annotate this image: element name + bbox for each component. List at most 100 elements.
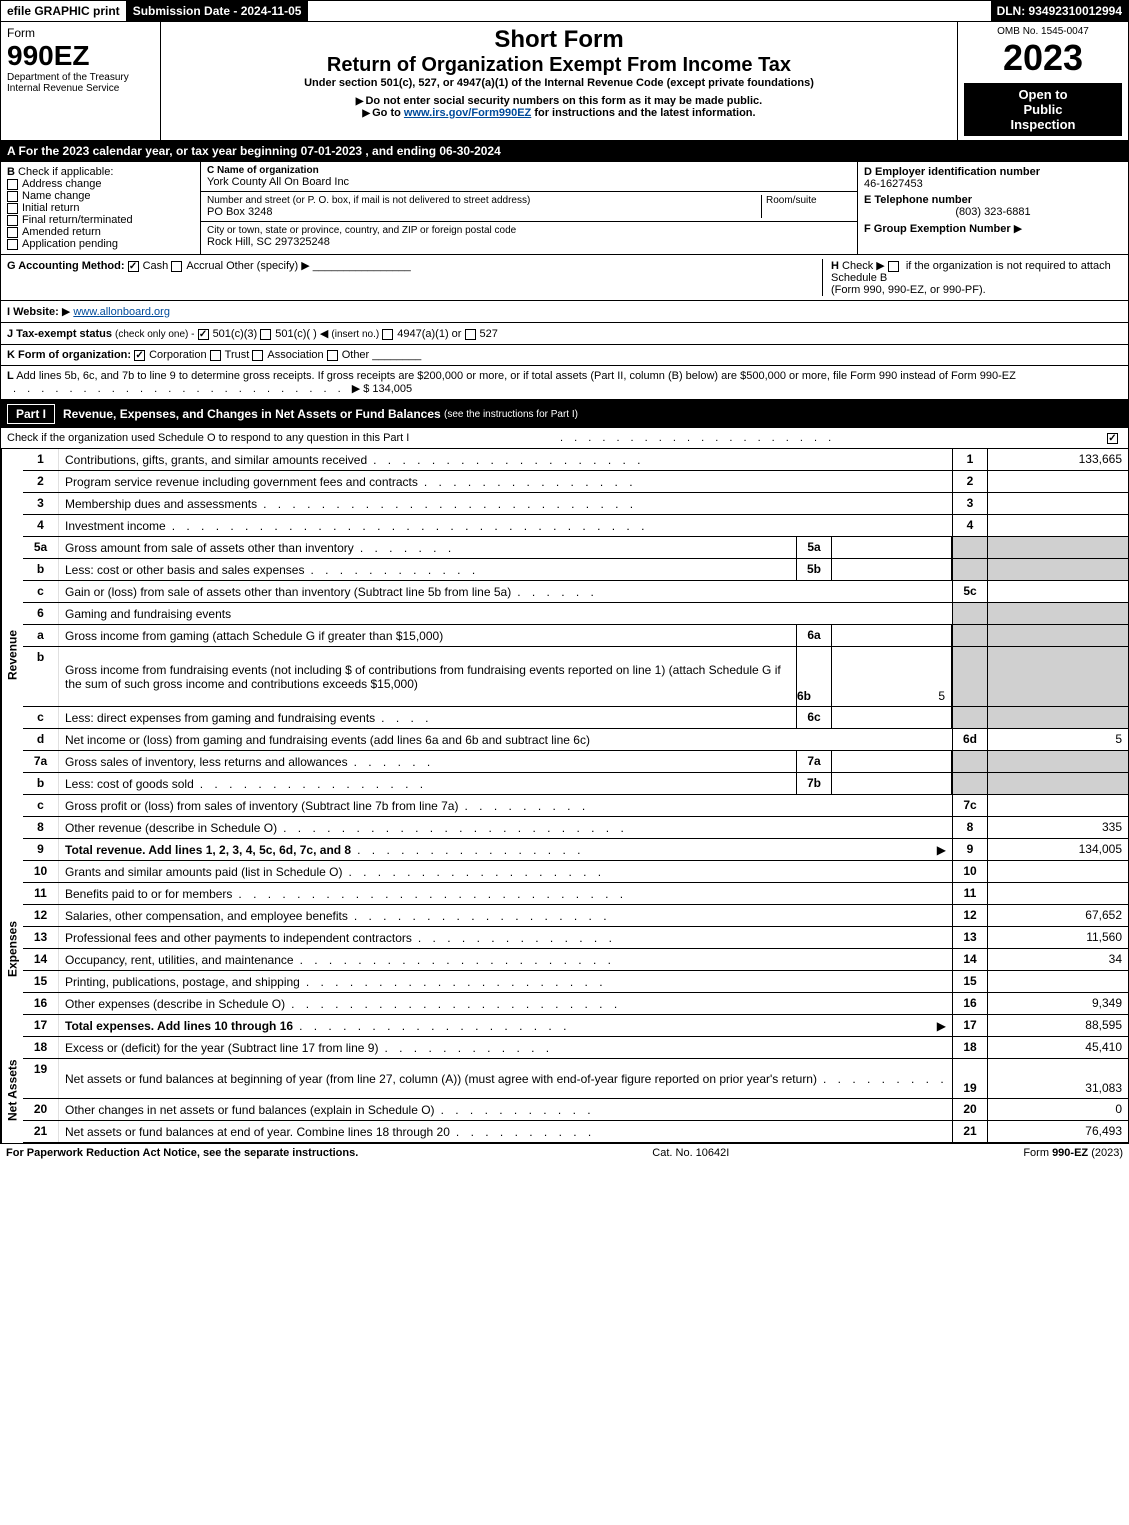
l18-desc: Excess or (deficit) for the year (Subtra… — [65, 1041, 378, 1055]
line-18: 18 Excess or (deficit) for the year (Sub… — [23, 1037, 1129, 1059]
line-9: 9 Total revenue. Add lines 1, 2, 3, 4, 5… — [23, 839, 1129, 861]
j-note: (check only one) - — [115, 329, 194, 340]
part-i-check-dots: . . . . . . . . . . . . . . . . . . . . — [554, 432, 1107, 444]
l6-rn-shade — [952, 603, 988, 624]
dots-icon: . . . . . . . . . . . . . . . . . . . — [817, 1072, 946, 1086]
l-text: Add lines 5b, 6c, and 7b to line 9 to de… — [16, 370, 1016, 382]
l13-num: 13 — [23, 927, 59, 948]
l7c-desc: Gross profit or (loss) from sales of inv… — [65, 799, 458, 813]
header-right: OMB No. 1545-0047 2023 Open to Public In… — [958, 22, 1128, 140]
chk-527[interactable] — [465, 329, 476, 340]
l3-val — [988, 493, 1128, 514]
l6c-sl: 6c — [796, 707, 832, 728]
chk-h[interactable] — [888, 261, 899, 272]
dots-icon: . . . . — [375, 711, 790, 725]
efile-print-label[interactable]: efile GRAPHIC print — [1, 1, 127, 21]
chk-other-org[interactable] — [327, 350, 338, 361]
header-left: Form 990EZ Department of the Treasury In… — [1, 22, 161, 140]
chk-address-change[interactable] — [7, 179, 18, 190]
line-6b: b Gross income from fundraising events (… — [23, 647, 1129, 707]
dots-icon: . . . . . . . . . . . . . . . — [418, 475, 946, 489]
l6a-sl: 6a — [796, 625, 832, 646]
irs-link[interactable]: www.irs.gov/Form990EZ — [404, 107, 531, 119]
org-name: York County All On Board Inc — [207, 176, 851, 188]
l9-rn: 9 — [952, 839, 988, 860]
l2-desc: Program service revenue including govern… — [65, 475, 418, 489]
chk-amended-return[interactable] — [7, 227, 18, 238]
part-i-title: Revenue, Expenses, and Changes in Net As… — [63, 407, 441, 421]
dots-icon: . . . . . . . . . . . . . . . . . . . . … — [277, 821, 946, 835]
l19-num: 19 — [23, 1059, 59, 1098]
line-7b: b Less: cost of goods sold. . . . . . . … — [23, 773, 1129, 795]
l6c-desc: Less: direct expenses from gaming and fu… — [65, 711, 375, 725]
l5a-rn-shade — [952, 537, 988, 558]
l7a-rn-shade — [952, 751, 988, 772]
line-5c: c Gain or (loss) from sale of assets oth… — [23, 581, 1129, 603]
l19-rn: 19 — [952, 1059, 988, 1098]
org-street: PO Box 3248 — [207, 206, 761, 218]
l7b-sl: 7b — [796, 773, 832, 794]
chk-4947[interactable] — [382, 329, 393, 340]
l-dots: . . . . . . . . . . . . . . . . . . . . … — [7, 383, 352, 395]
chk-501c[interactable] — [260, 329, 271, 340]
chk-trust[interactable] — [210, 350, 221, 361]
l6-desc: Gaming and fundraising events — [65, 607, 231, 621]
l2-val — [988, 471, 1128, 492]
org-city: Rock Hill, SC 297325248 — [207, 236, 851, 248]
line-11: 11 Benefits paid to or for members. . . … — [23, 883, 1129, 905]
j-insert: (insert no.) — [331, 329, 379, 340]
chk-final-return[interactable] — [7, 215, 18, 226]
chk-initial-return[interactable] — [7, 203, 18, 214]
main-title: Return of Organization Exempt From Incom… — [167, 54, 951, 77]
dots-icon: . . . . . . — [348, 755, 790, 769]
chk-accrual[interactable] — [171, 261, 182, 272]
topbar-spacer — [308, 1, 990, 21]
c-name-row: C Name of organization York County All O… — [201, 162, 857, 192]
revenue-lines: 1 Contributions, gifts, grants, and simi… — [23, 449, 1129, 861]
l13-val: 11,560 — [988, 927, 1128, 948]
chk-cash[interactable] — [128, 261, 139, 272]
l6c-val-shade — [988, 707, 1128, 728]
website-link[interactable]: www.allonboard.org — [73, 306, 170, 318]
l3-rn: 3 — [952, 493, 988, 514]
b-opt-4: Amended return — [22, 226, 101, 238]
j-opt1: 501(c)(3) — [213, 328, 258, 340]
chk-application-pending[interactable] — [7, 239, 18, 250]
chk-name-change[interactable] — [7, 191, 18, 202]
l12-desc: Salaries, other compensation, and employ… — [65, 909, 348, 923]
chk-association[interactable] — [252, 350, 263, 361]
ein-value: 46-1627453 — [864, 178, 1122, 190]
g-other: Other (specify) — [226, 260, 298, 272]
chk-schedule-o[interactable] — [1107, 433, 1118, 444]
c-city-label: City or town, state or province, country… — [207, 225, 851, 236]
chk-corporation[interactable] — [134, 350, 145, 361]
e-label: E Telephone number — [864, 194, 1122, 206]
l16-num: 16 — [23, 993, 59, 1014]
l9-num: 9 — [23, 839, 59, 860]
chk-501c3[interactable] — [198, 329, 209, 340]
open-line2: Public — [968, 102, 1118, 117]
l2-rn: 2 — [952, 471, 988, 492]
dots-icon: . . . . . . . . . . . . . . — [412, 931, 946, 945]
line-12: 12 Salaries, other compensation, and emp… — [23, 905, 1129, 927]
l11-val — [988, 883, 1128, 904]
line-20: 20 Other changes in net assets or fund b… — [23, 1099, 1129, 1121]
k-opt-1: Trust — [225, 349, 250, 361]
l8-rn: 8 — [952, 817, 988, 838]
netassets-lines: 18 Excess or (deficit) for the year (Sub… — [23, 1037, 1129, 1143]
b-opt-1: Name change — [22, 190, 91, 202]
k-label: K Form of organization: — [7, 349, 131, 361]
l7c-rn: 7c — [952, 795, 988, 816]
l12-val: 67,652 — [988, 905, 1128, 926]
l13-rn: 13 — [952, 927, 988, 948]
dln-label: DLN: 93492310012994 — [991, 1, 1128, 21]
line-6: 6 Gaming and fundraising events — [23, 603, 1129, 625]
l6c-num: c — [23, 707, 59, 728]
line-6d: d Net income or (loss) from gaming and f… — [23, 729, 1129, 751]
l1-rn: 1 — [952, 449, 988, 470]
row-j: J Tax-exempt status (check only one) - 5… — [0, 323, 1129, 345]
j-opt4: 527 — [480, 328, 498, 340]
l10-desc: Grants and similar amounts paid (list in… — [65, 865, 342, 879]
b-opt-0: Address change — [22, 178, 102, 190]
open-line1: Open to — [968, 87, 1118, 102]
